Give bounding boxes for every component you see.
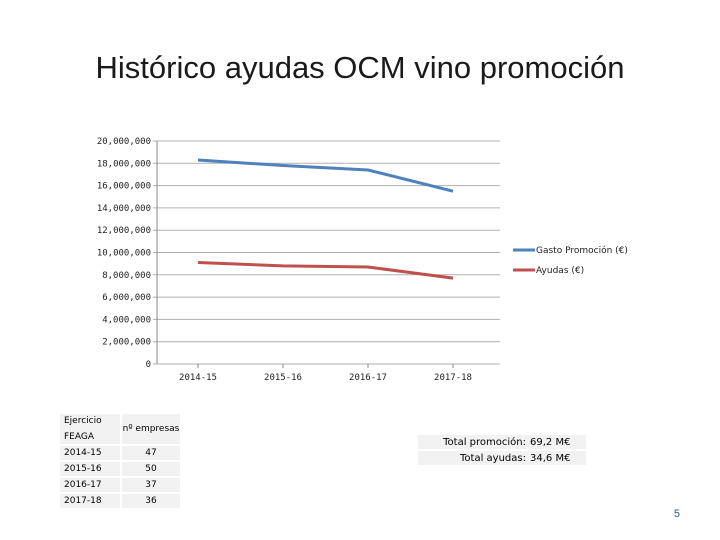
series-line-0 [197,158,454,193]
legend-label: Ayudas (€) [536,266,584,276]
header-ejercicio-line1: Ejercicio [64,416,102,426]
total-promocion-value: 69,2 M€ [530,436,571,448]
header-ejercicio-line2: FEAGA [64,432,94,442]
x-axis-ticks: 2014-15 2015-16 2016-17 2017-18 [179,364,472,383]
x-tick-label: 2015-16 [264,373,302,383]
row-year: 2016-17 [60,478,120,492]
chart-legend: Gasto Promoción (€) Ayudas (€) [513,245,628,276]
row-count: 36 [122,494,180,508]
row-year: 2015-16 [60,462,120,476]
y-tick-label: 8,000,000 [102,271,151,281]
total-promocion-label: Total promoción: [443,436,526,448]
series-line-1 [197,261,454,280]
row-count: 50 [122,462,180,476]
row-year: 2017-18 [60,494,120,508]
series-lines [197,158,454,280]
legend-label: Gasto Promoción (€) [536,245,628,256]
y-tick-label: 6,000,000 [102,293,151,303]
slide-title: Histórico ayudas OCM vino promoción [95,50,625,85]
table-row: 2016-17 37 [60,478,180,492]
row-year: 2014-15 [60,446,120,460]
y-tick-label: 20,000,000 [97,137,151,147]
x-tick-label: 2014-15 [179,373,217,383]
companies-table: Ejercicio FEAGA nº empresas 2014-15 47 2… [60,412,180,510]
total-ayudas-value: 34,6 M€ [530,452,571,464]
header-empresas: nº empresas [122,414,180,444]
row-count: 47 [122,446,180,460]
table-row: 2014-15 47 [60,446,180,460]
table-row: 2015-16 50 [60,462,180,476]
y-tick-label: 16,000,000 [97,182,151,192]
y-tick-label: 14,000,000 [97,204,151,214]
line-chart: 20,000,000 18,000,000 16,000,000 14,000,000… [97,137,628,383]
y-axis-ticks: 20,000,000 18,000,000 16,000,000 14,000,000… [97,137,151,370]
row-count: 37 [122,478,180,492]
y-tick-label: 4,000,000 [102,315,151,325]
header-ejercicio: Ejercicio FEAGA [60,414,120,444]
total-ayudas-label: Total ayudas: [460,452,526,464]
y-tick-label: 10,000,000 [97,249,151,259]
total-ayudas-row: Total ayudas: 34,6 M€ [418,451,586,465]
y-tick-label: 12,000,000 [97,226,151,236]
table-header-row: Ejercicio FEAGA nº empresas [60,414,180,444]
table-row: 2017-18 36 [60,494,180,508]
totals-box: Total promoción: 69,2 M€ Total ayudas: 3… [418,435,586,467]
x-tick-label: 2017-18 [434,373,472,383]
total-promocion-row: Total promoción: 69,2 M€ [418,435,586,449]
y-tick-label: 0 [146,360,151,370]
y-tick-label: 18,000,000 [97,159,151,169]
page-number: 5 [673,508,680,520]
y-tick-label: 2,000,000 [102,338,151,348]
x-tick-label: 2016-17 [349,373,387,383]
grid-lines [153,140,500,365]
